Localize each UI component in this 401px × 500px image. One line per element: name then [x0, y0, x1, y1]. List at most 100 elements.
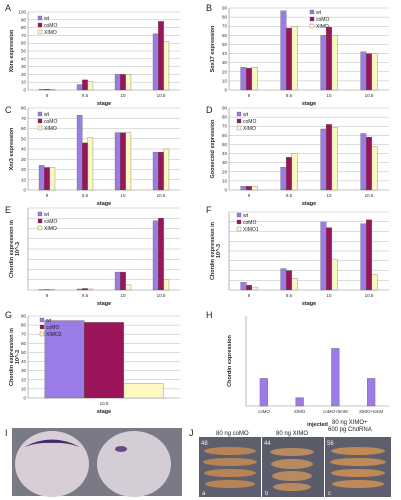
y-tick-label: 20	[21, 72, 27, 77]
panel-letter-g: G	[5, 310, 12, 320]
y-tick-label: 20	[222, 169, 228, 174]
x-tick-label: XIMO	[294, 409, 306, 414]
y-tick-label: 80	[21, 323, 27, 328]
y-tick-label: 90	[21, 17, 27, 22]
y-tick-label: 50	[222, 142, 228, 147]
bar-como-10	[120, 271, 126, 291]
panel-letter-h: H	[206, 310, 213, 320]
legend-label-wt: wt	[46, 318, 52, 324]
panel-d: D 0 10 20 30 40 50 60 70 80 90 9 9.5 10 10.5 stage Goose…	[206, 105, 389, 207]
bar-como-10-5	[84, 322, 124, 399]
tadpole-label-b: 80 ng XIMO	[276, 431, 308, 437]
panel-e: E 9 9.5 10 10.5 stage Chordin expression in 10^…	[5, 205, 180, 307]
bar-ximo2-10-5	[123, 383, 164, 399]
bar-ximo-10	[125, 132, 132, 191]
y-tick-label: 10	[222, 178, 228, 183]
bar-ximo-10	[125, 284, 132, 291]
bar-como-9	[246, 284, 252, 291]
y-tick-label: 60	[222, 33, 228, 38]
y-tick-label: 60	[21, 341, 27, 346]
x-tick-label: 10	[120, 93, 126, 98]
x-axis-title: stage	[302, 101, 316, 107]
y-tick-label: 70	[222, 24, 228, 29]
legend-swatch-ximo	[309, 23, 315, 29]
legend-swatch-ximo	[37, 125, 43, 131]
embryo-count-c: 56	[327, 441, 334, 447]
legend-label-ximo1: XIMO1	[243, 227, 259, 233]
panel-letter-f: F	[206, 205, 212, 215]
x-tick-label: coMO	[258, 409, 271, 414]
bar-wt-10-5	[360, 223, 367, 291]
x-tick-label: 10.5	[157, 93, 166, 98]
y-axis-title-unit: 10^-3	[15, 242, 21, 256]
bar-como-10	[326, 227, 332, 291]
bar-wt-10-5	[44, 320, 85, 399]
bar-wt-10	[320, 128, 327, 191]
legend-swatch-wt	[39, 317, 45, 323]
legend-label-wt: wt	[44, 212, 50, 218]
legend-label-como: coMO	[44, 219, 57, 225]
y-tick-label: 80	[21, 106, 27, 111]
y-axis-title: Chordin expression in	[9, 327, 15, 386]
x-tick-label: 9.5	[82, 193, 89, 198]
panel-letter-b: B	[206, 3, 212, 13]
bar-wt-10	[114, 74, 121, 91]
legend-label-ximo: XIMO	[44, 30, 57, 36]
x-tick-label: 10.5	[100, 401, 109, 406]
bar-como-9-5	[82, 79, 88, 91]
x-axis-title: stage	[302, 201, 316, 207]
y-axis-title: Sox17 expression	[210, 25, 216, 72]
y-axis-title: Xbra expression	[9, 29, 15, 72]
bar-wt-9	[38, 165, 45, 191]
embryo-right-stain	[115, 446, 127, 452]
y-axis-title: Xnr3 expression	[9, 127, 15, 170]
x-tick-label: 9.5	[286, 193, 293, 198]
bar-ximo-9-5	[291, 26, 298, 91]
x-tick-label: 10.5	[365, 293, 374, 298]
legend-label-wt: wt	[243, 213, 249, 219]
panel-g: G 0 10 20 30 40 50 60 70 80 90 10.5 stage Chordin exp…	[5, 310, 180, 415]
y-tick-label: 50	[21, 350, 27, 355]
bar-como-9	[44, 289, 50, 291]
y-tick-label: 20	[21, 167, 27, 172]
panel-letter-c: C	[5, 105, 12, 115]
bar-value-ximo	[295, 397, 304, 407]
panel-c: C 0 10 20 30 40 50 60 70 80 9 9.5 10 10.5 stage Xnr3 ex…	[5, 105, 180, 207]
legend-swatch-como	[37, 218, 43, 224]
y-tick-label: 0	[224, 88, 227, 93]
y-tick-label: 30	[21, 157, 27, 162]
x-tick-label: 10	[326, 93, 332, 98]
tadpoles-c	[330, 447, 386, 488]
embryo-left	[15, 431, 89, 497]
bar-como-9-5	[286, 270, 292, 291]
x-tick-label: 9	[46, 193, 49, 198]
bar-ximo-10	[331, 126, 338, 191]
y-tick-label: 80	[222, 115, 228, 120]
bar-ximo-10-5	[163, 148, 170, 191]
bar-como-9-5	[82, 142, 88, 191]
bar-ximo1-9-5	[291, 278, 298, 291]
y-tick-label: 0	[23, 396, 26, 401]
bar-como-10	[326, 26, 332, 91]
panel-f: F 9 9.5 10 10.5 stage Chordin expression in 10^…	[206, 205, 389, 307]
bar-ximo-9	[49, 167, 56, 191]
legend-swatch-como	[37, 22, 43, 28]
y-tick-label: 40	[21, 56, 27, 61]
x-tick-label: 9.5	[82, 93, 89, 98]
y-tick-label: 40	[21, 359, 27, 364]
x-tick-label: 9.5	[286, 293, 293, 298]
bar-wt-10	[320, 221, 327, 291]
panel-letter-d: D	[206, 105, 213, 115]
bar-wt-9	[38, 289, 45, 291]
y-tick-label: 30	[21, 64, 27, 69]
legend-swatch-wt	[236, 212, 242, 218]
legend-swatch-ximo	[37, 29, 43, 35]
y-tick-label: 10	[222, 78, 228, 83]
panel-b: B 0 10 20 30 40 50 60 70 80 90 9 9.5 10 10.5 stage Sox17…	[206, 3, 389, 107]
bar-wt-10	[320, 35, 327, 91]
bar-ximo-9	[251, 186, 258, 191]
x-tick-label: 9.5	[286, 93, 293, 98]
legend-swatch-como	[236, 219, 242, 225]
